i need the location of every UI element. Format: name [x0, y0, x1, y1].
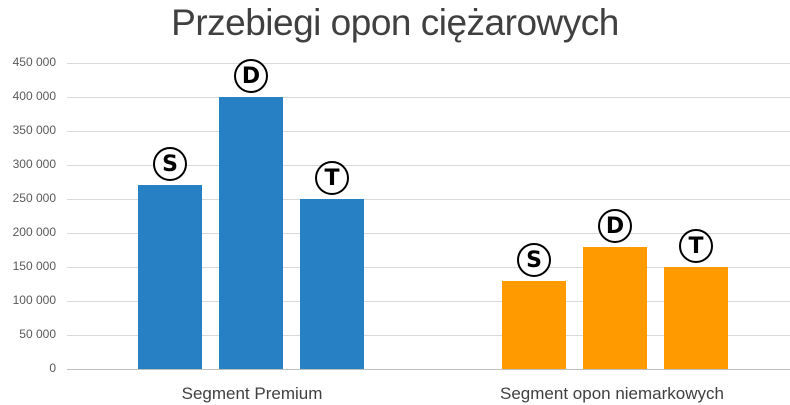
marker-t-icon: T	[679, 229, 713, 263]
gridline	[67, 199, 790, 200]
bar-s-premium	[138, 185, 202, 369]
gridline	[67, 233, 790, 234]
gridline	[67, 335, 790, 336]
y-tick-label: 150 000	[12, 259, 56, 273]
gridline	[67, 63, 790, 64]
marker-s-icon: S	[153, 147, 187, 181]
gridline	[67, 131, 790, 132]
gridline	[67, 97, 790, 98]
y-tick-label: 0	[49, 361, 56, 375]
marker-d-icon: D	[598, 209, 632, 243]
y-tick-label: 450 000	[12, 55, 56, 69]
chart-title: Przebiegi opon ciężarowych	[171, 2, 619, 43]
y-tick-label: 400 000	[12, 89, 56, 103]
marker-t-icon: T	[315, 161, 349, 195]
y-tick-label: 200 000	[12, 225, 56, 239]
category-label-premium: Segment Premium	[181, 384, 323, 403]
y-tick-label: 350 000	[12, 123, 56, 137]
category-label-niemarkowe: Segment opon niemarkowych	[500, 384, 724, 403]
bar-d-niemarkowe	[583, 247, 647, 369]
bar-s-niemarkowe	[502, 281, 566, 369]
gridline	[67, 165, 790, 166]
bar-d-premium	[219, 97, 283, 369]
y-tick-label: 300 000	[12, 157, 56, 171]
bar-t-premium	[300, 199, 364, 369]
y-tick-label: 100 000	[12, 293, 56, 307]
bar-t-niemarkowe	[664, 267, 728, 369]
gridline	[67, 267, 790, 268]
marker-d-icon: D	[234, 59, 268, 93]
gridline	[67, 301, 790, 302]
x-axis-line	[67, 369, 790, 370]
marker-s-icon: S	[517, 243, 551, 277]
y-tick-label: 50 000	[19, 327, 56, 341]
y-tick-label: 250 000	[12, 191, 56, 205]
